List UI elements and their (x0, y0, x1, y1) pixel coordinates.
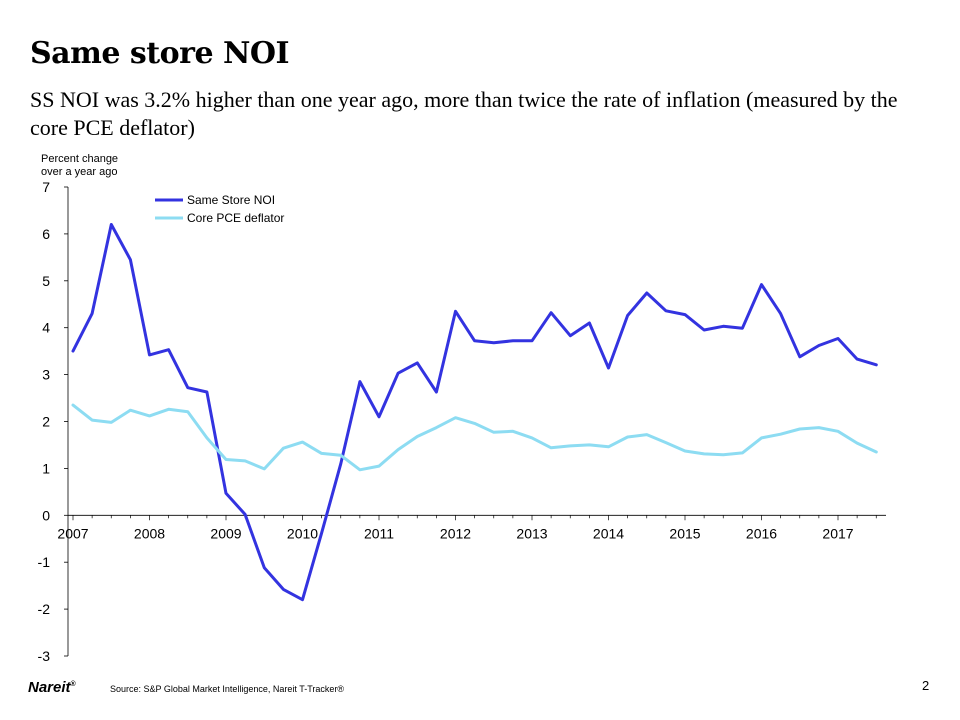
series-line-same-store-noi (71, 223, 878, 602)
x-tick-label: 2010 (287, 525, 318, 541)
x-tick-label: 2011 (364, 525, 394, 541)
legend-label-same-store-noi: Same Store NOI (187, 193, 275, 207)
legend-label-core-pce-deflator: Core PCE deflator (187, 211, 284, 225)
y-tick-label: -3 (38, 648, 51, 664)
series-line-core-pce-deflator (71, 403, 878, 472)
x-tick-label: 2013 (516, 525, 547, 541)
x-tick-label: 2009 (210, 525, 241, 541)
nareit-logo-mark: ® (70, 681, 76, 688)
chart-axes (67, 187, 886, 656)
y-tick-label: 0 (42, 507, 50, 523)
chart-legend: Same Store NOI Core PCE deflator (155, 193, 284, 225)
page-subtitle: SS NOI was 3.2% higher than one year ago… (30, 87, 898, 140)
x-tick-label: 2016 (746, 525, 777, 541)
x-tick-label: 2014 (593, 525, 624, 541)
page-number: 2 (922, 678, 930, 693)
source-note: Source: S&P Global Market Intelligence, … (110, 684, 345, 694)
y-tick-label: 4 (42, 320, 50, 336)
y-tick-label: 1 (42, 460, 50, 476)
y-axis-label: Percent change over a year ago (41, 153, 181, 179)
nareit-logo-text: Nareit (28, 679, 71, 696)
chart-series (71, 223, 878, 602)
y-tick-label: 3 (42, 367, 50, 383)
x-axis-ticks: 2007 2008 2009 2010 2011 2012 2013 2014 2015 2016… (57, 515, 877, 541)
x-tick-label: 2017 (822, 525, 853, 541)
page-title: Same store NOI (30, 36, 290, 71)
y-tick-label: 6 (42, 226, 50, 242)
y-tick-label: 7 (42, 179, 50, 195)
x-tick-label: 2015 (669, 525, 700, 541)
y-tick-label: 2 (42, 414, 50, 430)
y-axis-ticks: 7 6 5 4 3 2 1 0 -1 -2 -3 (38, 179, 68, 664)
y-axis-label-line-1: Percent change (41, 153, 119, 165)
x-tick-label: 2008 (134, 525, 165, 541)
y-tick-label: 5 (42, 273, 50, 289)
y-tick-label: -2 (38, 601, 51, 617)
y-axis-label-line-2: over a year ago (41, 166, 118, 178)
x-tick-label: 2007 (57, 525, 88, 541)
nareit-logo: Nareit® (28, 679, 76, 696)
y-tick-label: -1 (38, 554, 51, 570)
x-tick-label: 2012 (440, 525, 471, 541)
